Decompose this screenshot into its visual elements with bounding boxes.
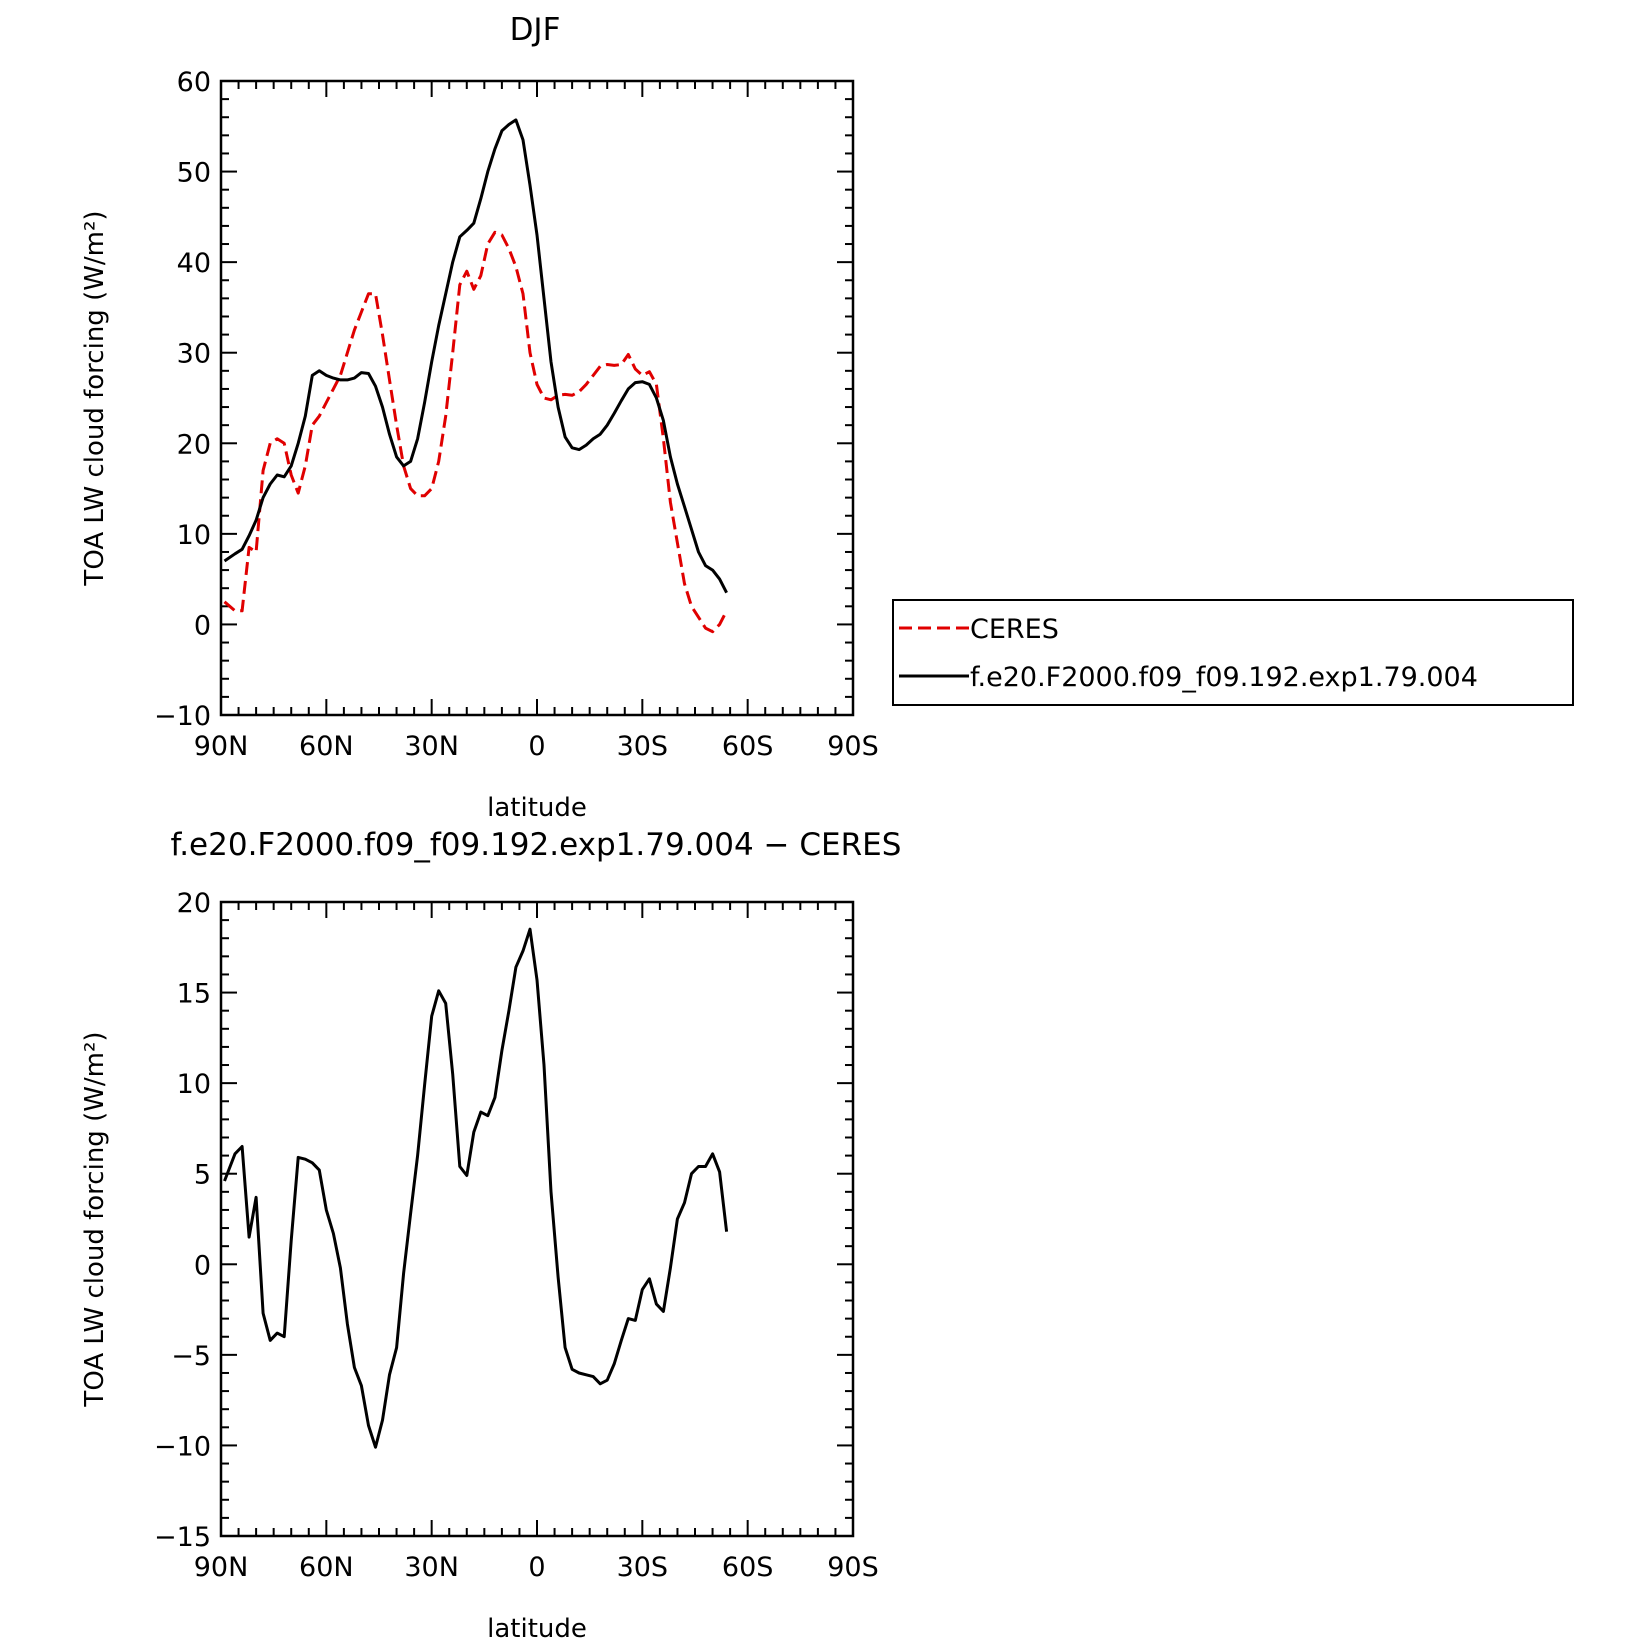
bottom-x-tick-label: 60N xyxy=(299,1552,354,1583)
bottom-panel: f.e20.F2000.f09_f09.192.exp1.79.004 − CE… xyxy=(80,827,901,1641)
legend-box xyxy=(892,599,1574,706)
bottom-x-tick-label: 90N xyxy=(194,1552,249,1583)
bottom-y-tick-label: −10 xyxy=(154,1431,211,1462)
bottom-x-tick-label: 90S xyxy=(827,1552,879,1583)
top-y-tick-label: 10 xyxy=(177,520,211,551)
bottom-y-tick-label: 5 xyxy=(194,1160,211,1191)
bottom-x-tick-label: 0 xyxy=(528,1552,545,1583)
top-y-tick-label: −10 xyxy=(154,701,211,732)
top-x-tick-label: 0 xyxy=(528,731,545,762)
bottom-x-tick-label: 30N xyxy=(404,1552,459,1583)
top-panel-title: DJF xyxy=(510,12,561,48)
bottom-y-tick-label: 10 xyxy=(177,1069,211,1100)
top-y-tick-label: 20 xyxy=(177,429,211,460)
top-series-line-1 xyxy=(223,118,728,594)
top-x-tick-label: 30N xyxy=(404,731,459,762)
bottom-y-tick-label: 20 xyxy=(177,888,211,919)
bottom-y-tick-label: 15 xyxy=(177,979,211,1010)
bottom-y-tick-label: −5 xyxy=(171,1341,211,1372)
bottom-y-axis-label: TOA LW cloud forcing (W/m²) xyxy=(80,1031,110,1407)
top-y-tick-label: 60 xyxy=(177,67,211,98)
top-axis-ticks: 90N 60N 30N 0 30S 60S 90S −10 0 10 20 30 40 50 60 xyxy=(154,67,879,762)
top-y-tick-label: 40 xyxy=(177,248,211,279)
bottom-y-tick-label: −15 xyxy=(154,1522,211,1553)
top-x-tick-label: 90N xyxy=(194,731,249,762)
top-x-tick-label: 30S xyxy=(617,731,669,762)
top-x-tick-label: 90S xyxy=(827,731,879,762)
top-x-axis-label: latitude xyxy=(487,793,587,823)
top-plot-frame xyxy=(219,79,855,717)
legend-label-model: f.e20.F2000.f09_f09.192.exp1.79.004 xyxy=(970,662,1478,693)
bottom-y-tick-label: 0 xyxy=(194,1250,211,1281)
bottom-x-axis-label: latitude xyxy=(487,1614,587,1641)
top-x-tick-label: 60S xyxy=(722,731,774,762)
top-series-line-0 xyxy=(223,230,728,634)
top-y-tick-label: 30 xyxy=(177,339,211,370)
bottom-series-group xyxy=(223,927,729,1449)
bottom-series-line-0 xyxy=(223,927,729,1449)
bottom-axis-ticks: 90N 60N 30N 0 30S 60S 90S −15 −10 −5 0 5 10 15 20 xyxy=(154,888,879,1583)
top-y-tick-label: 0 xyxy=(194,610,211,641)
top-y-tick-label: 50 xyxy=(177,158,211,189)
bottom-panel-title: f.e20.F2000.f09_f09.192.exp1.79.004 − CE… xyxy=(171,827,902,863)
legend-label-ceres: CERES xyxy=(970,614,1059,645)
top-panel: DJF 90N 60N 30N 0 30S 60S 90S−100102030405060 … xyxy=(80,12,1574,823)
bottom-x-tick-label: 30S xyxy=(617,1552,669,1583)
top-x-tick-label: 60N xyxy=(299,731,354,762)
top-series-group xyxy=(223,118,728,634)
legend: CERES f.e20.F2000.f09_f09.192.exp1.79.00… xyxy=(892,599,1574,706)
bottom-x-tick-label: 60S xyxy=(722,1552,774,1583)
top-y-axis-label: TOA LW cloud forcing (W/m²) xyxy=(80,210,110,586)
